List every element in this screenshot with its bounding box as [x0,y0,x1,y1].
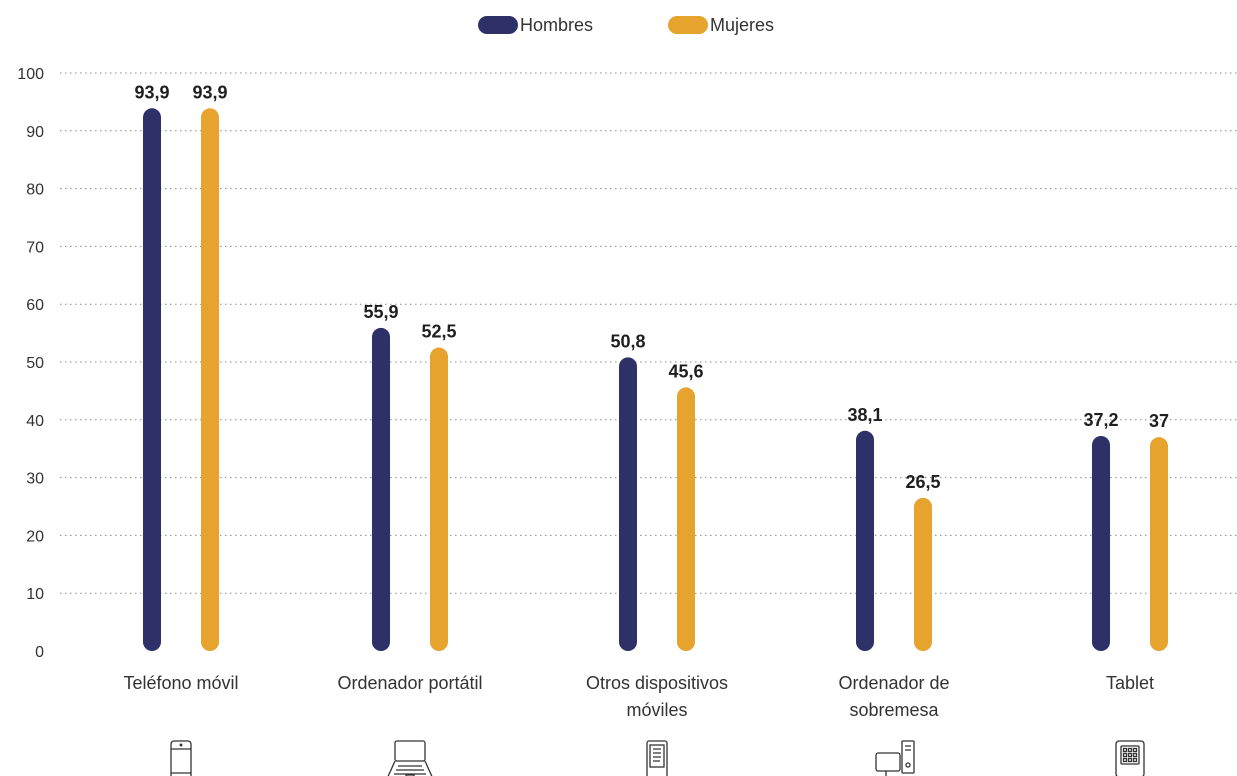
bars [143,108,1168,652]
bar-hombres [619,357,637,651]
y-tick-label: 0 [35,644,44,661]
bar-mujeres [201,108,219,652]
y-axis-ticks: 0 10 20 30 40 50 60 70 80 90 100 [17,66,44,661]
ebook-reader-icon [646,740,668,776]
data-label: 52,5 [421,322,456,342]
data-label: 38,1 [847,405,882,425]
category-label: sobremesa [849,700,939,720]
data-label: 50,8 [610,331,645,351]
data-label: 55,9 [363,302,398,322]
y-tick-label: 30 [26,471,44,488]
y-tick-label: 100 [17,66,44,83]
legend-swatch [478,16,518,34]
data-labels: 93,9 55,9 50,8 38,1 37,2 93,9 52,5 45,6 26,5 37 [134,82,1169,492]
category-label: Teléfono móvil [123,673,238,693]
y-tick-label: 90 [26,124,44,141]
y-tick-label: 10 [26,586,44,603]
y-tick-label: 40 [26,413,44,430]
smartphone-icon [170,740,192,776]
category-label: Ordenador portátil [337,673,482,693]
category-label: Ordenador de [838,673,949,693]
legend-item-mujeres: Mujeres [668,15,774,35]
bar-mujeres [677,387,695,651]
laptop-icon [387,740,433,776]
data-label: 26,5 [905,472,940,492]
gridlines [60,72,1237,594]
bar-hombres [856,430,874,651]
desktop-computer-icon [875,740,915,776]
legend-label: Mujeres [710,15,774,35]
data-label: 45,6 [668,361,703,381]
category-label: Otros dispositivos [586,673,728,693]
tablet-icon [1115,740,1145,776]
bar-mujeres [1150,437,1168,651]
data-label: 93,9 [134,82,169,102]
y-tick-label: 20 [26,528,44,545]
bar-mujeres [914,497,932,651]
bar-hombres [372,327,390,651]
y-tick-label: 70 [26,239,44,256]
category-label: móviles [626,700,687,720]
y-tick-label: 80 [26,182,44,199]
category-labels: Teléfono móvil Ordenador portátil Otros di… [123,673,1154,720]
category-label: Tablet [1106,673,1154,693]
data-label: 37 [1149,411,1169,431]
category-icons [170,740,1145,776]
legend-label: Hombres [520,15,593,35]
legend: Hombres Mujeres [478,15,774,35]
bar-mujeres [430,347,448,651]
bar-hombres [143,108,161,652]
legend-swatch [668,16,708,34]
bar-hombres [1092,435,1110,651]
data-label: 93,9 [192,82,227,102]
legend-item-hombres: Hombres [478,15,593,35]
data-label: 37,2 [1083,410,1118,430]
y-tick-label: 60 [26,297,44,314]
y-tick-label: 50 [26,355,44,372]
